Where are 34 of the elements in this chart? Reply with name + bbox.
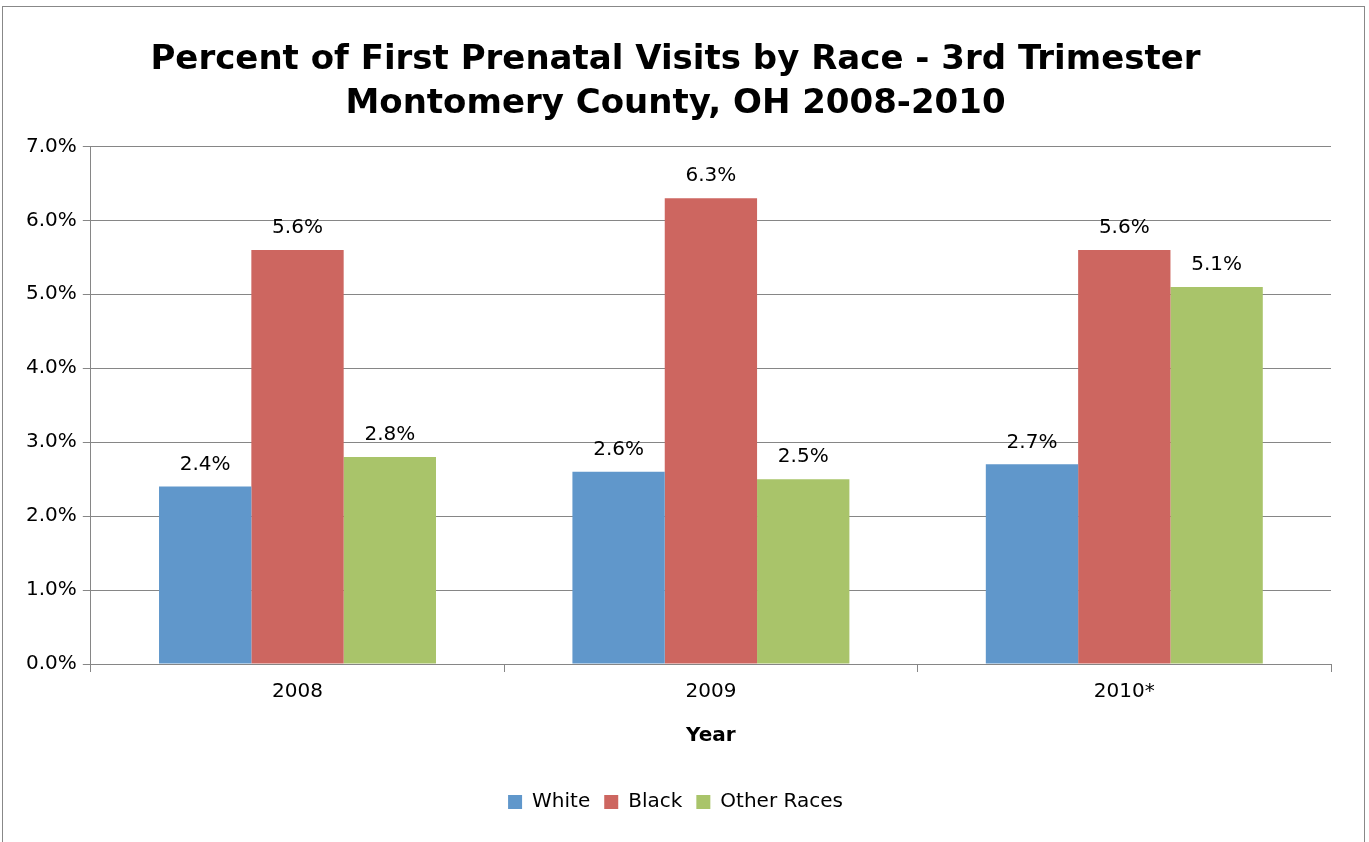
x-tick-label: 2008	[272, 678, 323, 703]
y-tick-label: 0.0%	[26, 650, 77, 675]
x-tick-label: 2009	[685, 678, 737, 703]
chart-title: Percent of First Prenatal Visits by Race - 3rd Trimester Montomery County, OH 2008-2010	[150, 36, 1201, 122]
data-label: 2.5%	[777, 443, 829, 468]
data-label: 5.6%	[1098, 214, 1150, 239]
data-label: 2.4%	[179, 450, 231, 475]
data-label: 5.1%	[1191, 251, 1243, 276]
y-tick-label: 2.0%	[26, 502, 77, 527]
legend-label: Black	[628, 788, 683, 813]
bar	[343, 456, 436, 664]
data-label: 6.3%	[685, 162, 737, 187]
y-tick-label: 5.0%	[26, 280, 77, 305]
legend-label: Other Races	[720, 788, 843, 813]
y-tick-label: 4.0%	[26, 354, 77, 379]
bar	[1078, 249, 1171, 664]
data-label: 5.6%	[272, 214, 323, 239]
bar	[664, 198, 758, 664]
bar	[985, 464, 1079, 664]
data-label: 2.8%	[364, 421, 416, 446]
y-tick-label: 3.0%	[26, 428, 77, 453]
data-label: 2.7%	[1006, 428, 1058, 453]
bar	[757, 479, 850, 664]
bar	[251, 249, 344, 664]
y-tick-label: 6.0%	[26, 206, 77, 231]
x-axis-title: Year	[685, 722, 736, 747]
bar	[572, 471, 665, 664]
data-label: 2.6%	[593, 435, 644, 460]
bar	[1170, 286, 1263, 664]
y-tick-label: 1.0%	[26, 576, 77, 601]
bar	[159, 486, 252, 664]
y-tick-label: 7.0%	[26, 132, 77, 157]
x-tick-label: 2010*	[1093, 678, 1155, 703]
legend-label: White	[532, 788, 591, 813]
